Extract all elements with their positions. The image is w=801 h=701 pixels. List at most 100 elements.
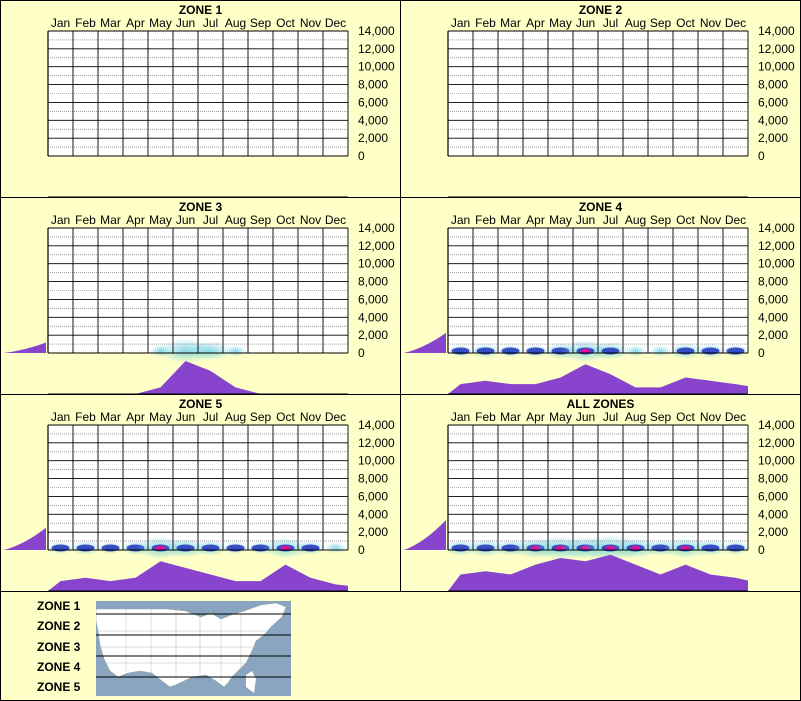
month-label: Aug <box>625 16 646 30</box>
month-label: Aug <box>625 213 646 227</box>
y-tick-label: 4,000 <box>758 507 788 521</box>
y-tick-label: 4,000 <box>358 310 388 324</box>
heat-band <box>201 544 220 552</box>
month-label: Jan <box>51 16 70 30</box>
y-tick-label: 10,000 <box>358 60 395 74</box>
y-tick-label: 6,000 <box>358 489 388 503</box>
month-label: Dec <box>725 16 746 30</box>
month-label: Mar <box>100 213 121 227</box>
month-label: Jul <box>603 213 618 227</box>
monthly-area <box>448 554 748 591</box>
monthly-area <box>48 361 348 394</box>
y-tick-label: 0 <box>358 149 365 163</box>
month-label: Sep <box>650 213 672 227</box>
month-label: Aug <box>225 16 246 30</box>
chart-svg: Jan Feb Mar Apr May Jun Jul Aug Sep Oct Nov Dec 14,0… <box>47 16 395 197</box>
chart-svg: Jan Feb Mar Apr May Jun Jul Aug Sep Oct Nov Dec 14,0… <box>4 213 395 394</box>
heat-core <box>280 545 291 551</box>
map-zone-lines <box>96 613 291 678</box>
month-label: May <box>549 213 572 227</box>
monthly-area <box>48 561 348 591</box>
month-label: Jul <box>203 410 218 424</box>
month-label: Jul <box>203 213 218 227</box>
heat-band <box>701 544 720 552</box>
chart-panel: ZONE 4 Jan Feb Mar Apr May Jun Jul Aug Sep Oct Nov D… <box>400 197 801 395</box>
month-label: Mar <box>100 16 121 30</box>
chart-panel: ZONE 1 Jan Feb Mar Apr May Jun Jul Aug Sep Oct Nov D… <box>0 0 401 198</box>
y-tick-label: 12,000 <box>758 42 795 56</box>
month-label: Dec <box>725 410 746 424</box>
month-label: Sep <box>250 16 272 30</box>
zone-label-5: ZONE 5 <box>37 680 81 694</box>
chart-svg: Jan Feb Mar Apr May Jun Jul Aug Sep Oct Nov Dec 14,0… <box>404 213 795 394</box>
month-label: Sep <box>650 410 672 424</box>
heat-core <box>580 348 591 354</box>
y-tick-label: 0 <box>758 543 765 557</box>
month-label: Feb <box>475 410 496 424</box>
y-tick-label: 6,000 <box>758 292 788 306</box>
heat-band <box>76 544 95 552</box>
month-label: Aug <box>625 410 646 424</box>
heat-band <box>476 347 495 355</box>
y-tick-label: 2,000 <box>758 525 788 539</box>
y-tick-label: 8,000 <box>358 472 388 486</box>
month-label: Mar <box>500 410 521 424</box>
y-tick-label: 2,000 <box>358 328 388 342</box>
month-label: Jan <box>451 213 470 227</box>
y-tick-label: 8,000 <box>758 275 788 289</box>
y-tick-label: 4,000 <box>358 113 388 127</box>
heat-band <box>676 347 695 355</box>
y-tick-label: 0 <box>358 346 365 360</box>
us-zone-map <box>96 601 291 696</box>
y-tick-label: 12,000 <box>758 436 795 450</box>
month-label: Apr <box>526 213 545 227</box>
month-label: Apr <box>526 410 545 424</box>
month-label: Aug <box>225 213 246 227</box>
zone-label-2: ZONE 2 <box>37 619 81 633</box>
heat-glow <box>650 345 671 357</box>
y-tick-label: 8,000 <box>358 275 388 289</box>
y-tick-label: 14,000 <box>358 418 395 432</box>
month-label: Feb <box>75 213 96 227</box>
month-label: Jan <box>451 16 470 30</box>
heat-band <box>301 544 320 552</box>
month-label: Mar <box>500 16 521 30</box>
chart-title: ZONE 2 <box>578 3 623 17</box>
heat-core <box>630 545 641 551</box>
heat-glow <box>225 345 246 357</box>
y-tick-label: 14,000 <box>358 24 395 38</box>
month-label: Jun <box>576 410 595 424</box>
y-tick-label: 14,000 <box>358 221 395 235</box>
y-tick-label: 12,000 <box>358 239 395 253</box>
chart-svg: Jan Feb Mar Apr May Jun Jul Aug Sep Oct Nov Dec 14,0… <box>4 410 395 591</box>
month-label: May <box>149 16 172 30</box>
heat-band <box>101 544 120 552</box>
y-tick-label: 10,000 <box>758 454 795 468</box>
y-tick-label: 2,000 <box>358 525 388 539</box>
month-label: Jun <box>576 213 595 227</box>
month-label: Sep <box>250 410 272 424</box>
month-label: Mar <box>100 410 121 424</box>
y-tick-label: 8,000 <box>758 472 788 486</box>
month-label: Jul <box>603 410 618 424</box>
monthly-area <box>448 364 748 394</box>
month-label: Sep <box>250 213 272 227</box>
month-label: Oct <box>276 410 295 424</box>
chart-svg: Jan Feb Mar Apr May Jun Jul Aug Sep Oct Nov Dec 14,0… <box>447 16 795 197</box>
month-label: Jan <box>51 213 70 227</box>
y-tick-label: 14,000 <box>758 418 795 432</box>
y-tick-label: 0 <box>758 346 765 360</box>
heat-band <box>176 544 195 552</box>
zone-label-3: ZONE 3 <box>37 640 81 654</box>
annual-wedge-curve <box>404 332 446 353</box>
y-tick-label: 10,000 <box>758 60 795 74</box>
month-label: Feb <box>475 213 496 227</box>
month-label: May <box>149 410 172 424</box>
month-label: Apr <box>126 410 145 424</box>
zone-label-4: ZONE 4 <box>37 660 81 674</box>
heat-core <box>155 545 166 551</box>
month-label: Mar <box>500 213 521 227</box>
month-label: Nov <box>700 213 721 227</box>
month-label: Oct <box>676 16 695 30</box>
